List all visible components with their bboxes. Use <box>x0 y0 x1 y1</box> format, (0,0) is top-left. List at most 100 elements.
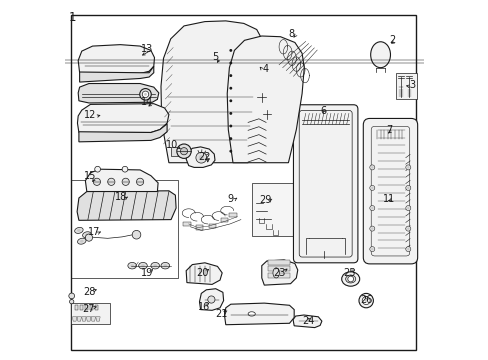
Ellipse shape <box>127 262 136 269</box>
Bar <box>267 266 289 271</box>
FancyArrowPatch shape <box>177 146 180 149</box>
Circle shape <box>229 87 232 90</box>
Circle shape <box>136 178 143 185</box>
Ellipse shape <box>139 262 147 269</box>
Ellipse shape <box>82 232 91 238</box>
Circle shape <box>199 155 203 160</box>
Ellipse shape <box>370 42 390 68</box>
Bar <box>221 218 228 222</box>
Polygon shape <box>80 66 153 82</box>
Polygon shape <box>292 315 321 328</box>
Bar <box>71 303 110 324</box>
Bar <box>183 222 190 226</box>
Bar <box>267 260 289 265</box>
Polygon shape <box>161 21 263 163</box>
Bar <box>75 305 78 310</box>
Circle shape <box>369 247 374 252</box>
Text: 3: 3 <box>409 80 415 90</box>
Polygon shape <box>261 260 297 285</box>
FancyBboxPatch shape <box>293 105 357 263</box>
Text: 23: 23 <box>273 268 285 278</box>
FancyArrowPatch shape <box>364 296 367 299</box>
Circle shape <box>140 89 151 100</box>
Text: 5: 5 <box>211 52 218 62</box>
FancyArrowPatch shape <box>307 318 310 321</box>
FancyArrowPatch shape <box>149 270 152 272</box>
Ellipse shape <box>272 268 279 278</box>
Circle shape <box>370 166 373 168</box>
Text: 20: 20 <box>195 268 208 278</box>
Bar <box>95 305 98 310</box>
Text: 22: 22 <box>198 152 210 162</box>
Text: 21: 21 <box>214 309 227 319</box>
Ellipse shape <box>78 238 86 244</box>
Circle shape <box>407 248 408 250</box>
Text: 14: 14 <box>141 96 153 107</box>
Circle shape <box>177 144 191 158</box>
Circle shape <box>95 166 101 172</box>
Bar <box>267 273 289 278</box>
Circle shape <box>229 49 232 52</box>
FancyArrowPatch shape <box>351 270 354 272</box>
Polygon shape <box>77 191 176 220</box>
Circle shape <box>122 166 127 172</box>
FancyArrowPatch shape <box>93 306 96 309</box>
Circle shape <box>122 178 129 185</box>
Circle shape <box>370 187 373 189</box>
Circle shape <box>369 185 374 190</box>
Polygon shape <box>199 289 223 310</box>
Circle shape <box>180 148 187 155</box>
FancyArrowPatch shape <box>124 197 127 200</box>
Polygon shape <box>77 104 168 132</box>
FancyArrowPatch shape <box>388 199 391 201</box>
Bar <box>395 73 416 99</box>
Ellipse shape <box>163 264 167 267</box>
Ellipse shape <box>77 229 81 232</box>
Text: 1: 1 <box>68 11 76 24</box>
Circle shape <box>229 137 232 140</box>
Text: 7: 7 <box>386 125 391 135</box>
Polygon shape <box>78 84 159 103</box>
Circle shape <box>93 178 101 185</box>
FancyArrowPatch shape <box>97 232 100 234</box>
FancyArrowPatch shape <box>260 67 262 70</box>
Polygon shape <box>78 45 154 73</box>
Circle shape <box>229 62 232 64</box>
Circle shape <box>364 299 367 302</box>
Polygon shape <box>96 317 100 321</box>
Text: 13: 13 <box>140 44 152 54</box>
Polygon shape <box>91 317 95 321</box>
Polygon shape <box>227 36 304 163</box>
Text: 25: 25 <box>343 268 355 278</box>
Bar <box>209 224 216 228</box>
Circle shape <box>407 166 408 168</box>
Circle shape <box>369 206 374 211</box>
Circle shape <box>229 74 232 77</box>
Text: 28: 28 <box>82 287 95 297</box>
FancyArrowPatch shape <box>387 130 390 133</box>
Text: 6: 6 <box>319 106 325 116</box>
FancyArrowPatch shape <box>391 41 394 43</box>
Bar <box>229 213 236 217</box>
Bar <box>251 183 301 236</box>
Circle shape <box>370 207 373 209</box>
Ellipse shape <box>75 228 83 233</box>
Ellipse shape <box>345 275 355 283</box>
Bar <box>170 147 178 156</box>
Text: 8: 8 <box>287 29 294 39</box>
Polygon shape <box>81 317 86 321</box>
Circle shape <box>405 165 410 170</box>
Text: 2: 2 <box>389 35 395 45</box>
Polygon shape <box>85 169 158 192</box>
Ellipse shape <box>151 262 159 269</box>
Text: 16: 16 <box>198 302 210 312</box>
Polygon shape <box>224 303 294 325</box>
Ellipse shape <box>130 264 134 267</box>
Circle shape <box>132 230 141 239</box>
Ellipse shape <box>80 240 83 243</box>
FancyBboxPatch shape <box>363 118 417 264</box>
Text: 15: 15 <box>84 171 97 181</box>
FancyArrowPatch shape <box>233 198 236 201</box>
FancyArrowPatch shape <box>293 34 296 37</box>
Circle shape <box>347 276 353 282</box>
